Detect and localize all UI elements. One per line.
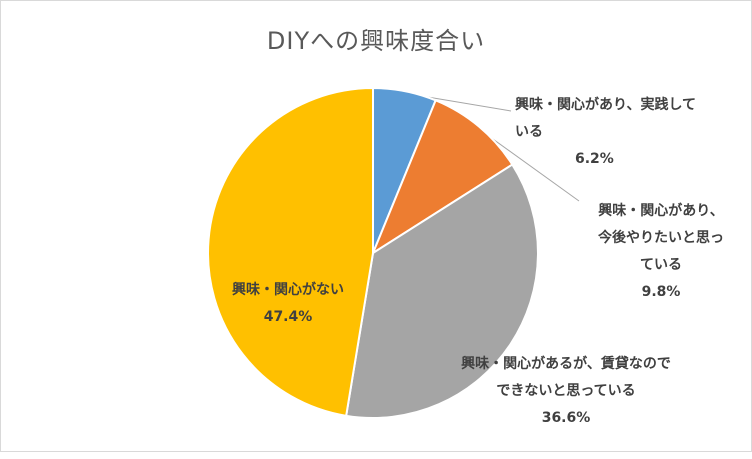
label-text: 興味・関心があり、 今後やりたいと思っ ている	[598, 203, 724, 273]
chart-title: DIYへの興味度合い	[266, 27, 486, 55]
label-percent: 6.2%	[575, 151, 614, 167]
pie-slice-not-interested	[207, 86, 374, 417]
pie-slice-renting	[345, 163, 539, 419]
label-slice-renting: 興味・関心があるが、賃貸なので できないと思っている 36.6%	[431, 324, 701, 459]
pie-chart	[207, 86, 580, 419]
label-text: 興味・関心があるが、賃貸なので できないと思っている	[461, 356, 671, 399]
label-text: 興味・関心がない	[232, 282, 344, 298]
label-slice-want-to-try: 興味・関心があり、 今後やりたいと思っ ている 9.8%	[576, 171, 746, 333]
label-percent: 36.6%	[541, 410, 591, 426]
pie-slice-want-to-try	[370, 99, 514, 256]
label-text: 興味・関心があり、実践して いる	[515, 97, 697, 140]
label-percent: 47.4%	[263, 309, 313, 325]
label-slice-practicing: 興味・関心があり、実践して いる 6.2%	[515, 65, 745, 200]
label-slice-not-interested: 興味・関心がない 47.4%	[213, 250, 363, 358]
pie-slices	[207, 86, 539, 419]
label-percent: 9.8%	[641, 284, 681, 300]
